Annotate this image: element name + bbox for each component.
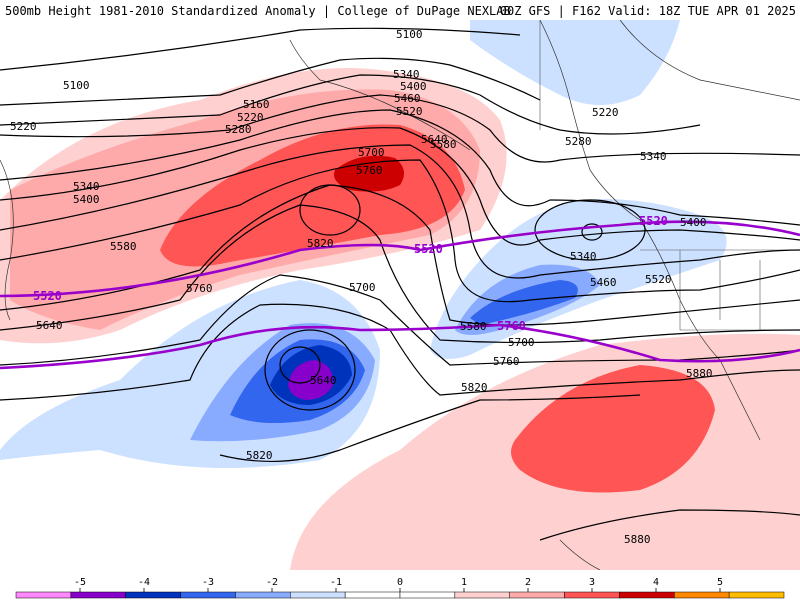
- title-bar: 500mb Height 1981-2010 Standardized Anom…: [0, 0, 800, 20]
- height-label: 5220: [592, 106, 619, 119]
- colorbar-segment: [564, 591, 620, 599]
- height-label: 5400: [400, 80, 427, 93]
- colorbar-tick-label: 5: [717, 577, 723, 588]
- colorbar-tick-label: -2: [266, 577, 278, 588]
- colorbar-segment: [619, 591, 675, 599]
- height-label: 5520: [396, 105, 423, 118]
- colorbar-segment: [235, 591, 291, 599]
- height-label: 5160: [243, 98, 270, 111]
- height-label: 5280: [225, 123, 252, 136]
- colorbar-segment: [344, 591, 401, 599]
- height-label: 5340: [393, 68, 420, 81]
- positive-anomaly-southeast: [511, 365, 715, 493]
- height-label: 5820: [461, 381, 488, 394]
- colorbar-segment: [728, 591, 785, 599]
- highlight-label: 5760: [497, 319, 526, 333]
- negative-anomaly-north: [470, 20, 680, 105]
- height-label: 5580: [110, 240, 137, 253]
- height-labels: 5100 5100 5160 5220 5220 5220 5280 5280 …: [10, 28, 713, 546]
- colorbar-segment: [70, 591, 126, 599]
- anomaly-shading: [0, 20, 800, 570]
- contour-5520: [0, 220, 800, 298]
- height-label: 5640: [36, 319, 63, 332]
- height-label: 5220: [10, 120, 37, 133]
- height-label: 5700: [349, 281, 376, 294]
- contour-5760: [0, 323, 800, 370]
- colorbar-tick-label: 4: [653, 577, 659, 588]
- highlight-label: 5520: [639, 214, 668, 228]
- height-label: 5580: [460, 320, 487, 333]
- colorbar-segment: [180, 591, 236, 599]
- height-label: 5520: [645, 273, 672, 286]
- height-label: 5100: [63, 79, 90, 92]
- height-label: 5340: [73, 180, 100, 193]
- colorbar-segments: [15, 591, 785, 599]
- colorbar-segment: [15, 591, 72, 599]
- colorbar: -5 -4 -3 -2 -1 0 1 2 3 4 5: [15, 577, 785, 599]
- colorbar-tick-label: 0: [397, 577, 403, 588]
- colorbar-ticks: -5 -4 -3 -2 -1 0 1 2 3 4 5: [74, 577, 723, 592]
- colorbar-tick-label: 1: [461, 577, 467, 588]
- height-contours: [0, 27, 800, 541]
- colorbar-tick-label: -3: [202, 577, 214, 588]
- height-label: 5100: [396, 28, 423, 41]
- height-label: 5880: [624, 533, 651, 546]
- colorbar-segment: [674, 591, 730, 599]
- height-label: 5400: [73, 193, 100, 206]
- colorbar-tick-label: -1: [330, 577, 342, 588]
- height-label: 5880: [686, 367, 713, 380]
- height-label: 5640: [310, 374, 337, 387]
- height-label: 5400: [680, 216, 707, 229]
- height-label: 5760: [356, 164, 383, 177]
- highlight-contours: [0, 220, 800, 370]
- model-run-info: 00Z GFS | F162 Valid: 18Z TUE APR 01 202…: [499, 4, 796, 18]
- height-label: 5280: [565, 135, 592, 148]
- height-label: 5700: [358, 146, 385, 159]
- height-label: 5220: [237, 111, 264, 124]
- map-title: 500mb Height 1981-2010 Standardized Anom…: [5, 4, 511, 18]
- positive-anomaly-core: [334, 155, 404, 192]
- height-label: 5460: [394, 92, 421, 105]
- height-label: 5460: [590, 276, 617, 289]
- negative-anomaly-cutoff-strong: [470, 280, 578, 325]
- colorbar-tick-label: -5: [74, 577, 86, 588]
- height-label: 5700: [508, 336, 535, 349]
- colorbar-tick-label: 2: [525, 577, 531, 588]
- anomaly-map: 5100 5100 5160 5220 5220 5220 5280 5280 …: [0, 20, 800, 570]
- colorbar-segment: [399, 591, 456, 599]
- height-label: 5580: [430, 138, 457, 151]
- height-label: 5820: [307, 237, 334, 250]
- colorbar-segment: [290, 591, 346, 599]
- colorbar-segment: [509, 591, 565, 599]
- height-label: 5340: [640, 150, 667, 163]
- highlight-label: 5520: [414, 242, 443, 256]
- height-label: 5760: [493, 355, 520, 368]
- colorbar-tick-label: 3: [589, 577, 595, 588]
- height-label: 5760: [186, 282, 213, 295]
- colorbar-segment: [454, 591, 510, 599]
- colorbar-segment: [125, 591, 181, 599]
- height-label: 5340: [570, 250, 597, 263]
- colorbar-tick-label: -4: [138, 577, 150, 588]
- highlight-labels: 5520 5520 5520 5760: [33, 214, 668, 333]
- height-label: 5820: [246, 449, 273, 462]
- height-label: 5640: [421, 133, 448, 146]
- highlight-label: 5520: [33, 289, 62, 303]
